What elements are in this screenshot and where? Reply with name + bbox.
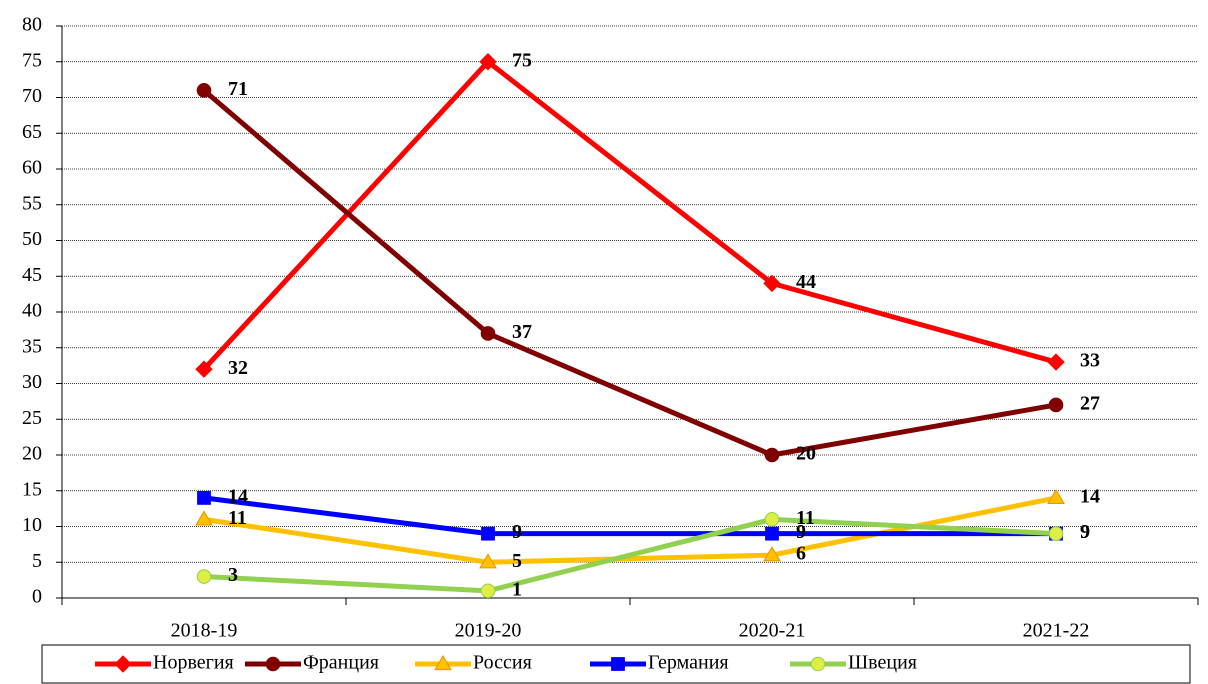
data-label: 9 <box>796 521 806 543</box>
series-line <box>203 495 1056 537</box>
x-tick-label: 2018-19 <box>171 620 238 642</box>
y-tick-label: 70 <box>22 85 42 107</box>
y-tick-label: 20 <box>22 443 42 465</box>
legend-label: Франция <box>303 652 379 674</box>
data-label: 6 <box>796 543 806 565</box>
data-label: 75 <box>512 49 532 71</box>
marker <box>1048 526 1064 541</box>
data-label: 5 <box>512 550 522 572</box>
marker <box>481 526 495 541</box>
data-label: 71 <box>228 78 248 100</box>
marker <box>764 447 780 463</box>
y-tick-label: 40 <box>22 300 42 322</box>
data-label: 44 <box>796 271 816 293</box>
y-tick-label: 50 <box>22 228 42 250</box>
marker <box>763 546 781 562</box>
marker <box>764 512 780 527</box>
data-label: 1 <box>512 578 522 600</box>
marker <box>479 53 497 71</box>
marker <box>479 553 497 569</box>
x-tick-label: 2019-20 <box>455 620 522 642</box>
marker <box>480 583 496 599</box>
y-tick-label: 0 <box>32 586 42 608</box>
data-label: 27 <box>1080 393 1100 415</box>
y-tick-label: 10 <box>22 514 42 536</box>
data-label: 9 <box>1080 521 1090 543</box>
marker <box>434 655 452 671</box>
data-label: 9 <box>512 521 522 543</box>
y-tick-label: 45 <box>22 264 42 286</box>
y-tick-label: 30 <box>22 371 42 393</box>
marker <box>765 526 779 541</box>
data-label: 33 <box>1080 350 1100 372</box>
legend-label: Россия <box>473 652 532 674</box>
legend-label: Германия <box>648 652 729 674</box>
marker <box>196 569 212 584</box>
legend-label: Норвегия <box>153 652 234 674</box>
y-tick-label: 80 <box>22 14 42 36</box>
marker <box>195 360 213 378</box>
data-label: 9 <box>1080 521 1090 543</box>
data-label: 37 <box>512 321 532 343</box>
marker <box>196 83 212 98</box>
marker <box>1047 353 1065 371</box>
y-tick-label: 60 <box>22 157 42 179</box>
marker <box>265 656 281 672</box>
y-tick-label: 25 <box>22 407 42 429</box>
series-line <box>202 88 1057 458</box>
y-tick-label: 15 <box>22 478 42 500</box>
legend-box <box>41 644 1191 684</box>
marker <box>1047 488 1065 504</box>
y-tick-label: 5 <box>32 550 42 572</box>
y-tick-label: 65 <box>22 121 42 143</box>
data-label: 3 <box>228 564 238 586</box>
series-line <box>203 516 1057 594</box>
y-tick-label: 35 <box>22 335 42 357</box>
marker <box>197 491 211 505</box>
data-label: 14 <box>1080 485 1100 507</box>
data-label: 14 <box>228 485 248 507</box>
marker <box>1048 397 1064 413</box>
x-tick-label: 2021-22 <box>1023 620 1090 642</box>
y-tick-label: 75 <box>22 49 42 71</box>
series-line <box>202 58 1057 371</box>
marker <box>611 657 625 671</box>
marker <box>195 510 213 526</box>
data-label: 20 <box>796 443 816 465</box>
y-tick-label: 55 <box>22 192 42 214</box>
marker <box>810 656 826 672</box>
data-label: 32 <box>228 357 248 379</box>
marker <box>480 326 496 341</box>
marker <box>114 655 132 673</box>
data-label: 11 <box>228 507 247 529</box>
marker <box>763 274 781 293</box>
data-label: 11 <box>796 507 815 529</box>
x-tick-label: 2020-21 <box>739 620 806 642</box>
legend-label: Швеция <box>848 652 917 674</box>
